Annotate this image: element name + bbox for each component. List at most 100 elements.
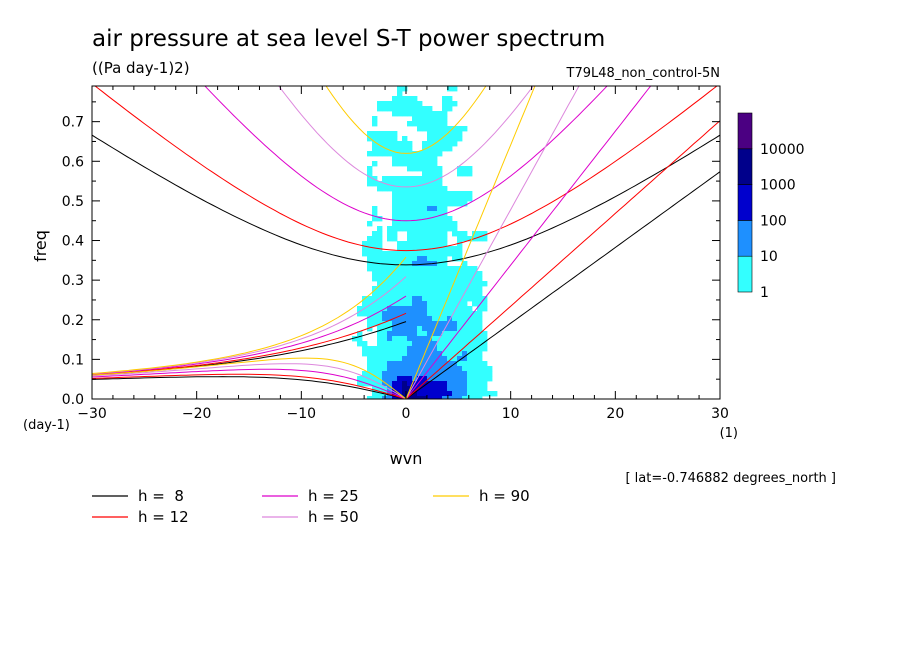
power-cell (377, 106, 383, 112)
power-cell (447, 131, 453, 137)
power-cell (402, 376, 408, 382)
power-cell (477, 391, 483, 397)
power-cell (452, 296, 458, 302)
power-cell (422, 266, 428, 272)
power-cell (457, 276, 463, 282)
power-cell (467, 306, 473, 312)
power-cell (477, 321, 483, 327)
power-cell (442, 126, 448, 132)
power-cell (482, 306, 488, 312)
power-cell (392, 216, 398, 222)
power-cell (427, 251, 433, 257)
power-cell (442, 371, 448, 377)
power-cell (467, 376, 473, 382)
power-cell (447, 266, 453, 272)
power-cell (437, 301, 443, 307)
power-cell (432, 161, 438, 167)
curve-mrg (92, 312, 407, 376)
power-cell (387, 326, 393, 332)
power-cell (402, 146, 408, 152)
power-cell (477, 356, 483, 362)
power-cell (422, 326, 428, 332)
power-cell (407, 281, 413, 287)
power-cell (462, 271, 468, 277)
power-cell (447, 191, 453, 197)
power-cell (447, 326, 453, 332)
power-cell (422, 341, 428, 347)
power-cell (407, 376, 413, 382)
power-cell (387, 331, 393, 337)
power-cell (437, 256, 443, 262)
power-cell (427, 156, 433, 162)
plot-area (91, 85, 721, 400)
power-cell (452, 371, 458, 377)
power-cell (367, 256, 373, 262)
power-cell (462, 261, 468, 267)
power-cell (427, 136, 433, 142)
power-cell (457, 311, 463, 317)
colorbar-label: 10000 (760, 142, 805, 158)
power-cell (372, 246, 378, 252)
power-cell (417, 116, 423, 122)
power-cell (432, 131, 438, 137)
power-cell (437, 346, 443, 352)
power-cell (482, 301, 488, 307)
power-cell (442, 311, 448, 317)
power-cell (422, 106, 428, 112)
power-cell (407, 321, 413, 327)
power-cell (437, 196, 443, 202)
power-cell (457, 236, 463, 242)
power-cell (372, 131, 378, 137)
power-cell (402, 261, 408, 267)
power-cell (472, 276, 478, 282)
power-cell (482, 376, 488, 382)
power-cell (442, 191, 448, 197)
power-cell (367, 236, 373, 242)
power-cell (367, 361, 373, 367)
power-cell (397, 326, 403, 332)
power-cell (407, 186, 413, 192)
power-cell (452, 286, 458, 292)
power-cell (392, 196, 398, 202)
power-cell (392, 376, 398, 382)
power-cell (442, 236, 448, 242)
power-cell (377, 181, 383, 187)
power-cell (447, 336, 453, 342)
power-cell (362, 251, 368, 257)
power-cell (397, 291, 403, 297)
power-cell (477, 231, 483, 237)
power-cell (407, 121, 413, 127)
power-cell (457, 201, 463, 207)
power-cell (432, 216, 438, 222)
power-cell (357, 306, 363, 312)
power-cell (372, 366, 378, 372)
power-cell (407, 161, 413, 167)
power-cell (372, 361, 378, 367)
power-cell (452, 386, 458, 392)
power-cell (432, 186, 438, 192)
power-cell (437, 151, 443, 157)
power-cell (437, 281, 443, 287)
colorbar-label: 10 (760, 249, 778, 265)
power-cell (442, 106, 448, 112)
power-cell (462, 276, 468, 282)
power-cell (397, 276, 403, 282)
power-cell (467, 311, 473, 317)
power-cell (397, 101, 403, 107)
power-cell (392, 351, 398, 357)
power-cell (427, 321, 433, 327)
power-cell (397, 336, 403, 342)
power-cell (367, 346, 373, 352)
power-cell (432, 181, 438, 187)
power-cell (442, 376, 448, 382)
power-cell (382, 276, 388, 282)
power-cell (437, 186, 443, 192)
power-cell (382, 381, 388, 387)
legend: h = 8 h = 12 h = 25 h = 50 h = 90 (92, 487, 530, 526)
power-cell (412, 111, 418, 117)
power-cell (442, 251, 448, 257)
power-cell (422, 181, 428, 187)
power-cell (367, 326, 373, 332)
power-cell (397, 331, 403, 337)
power-cell (452, 266, 458, 272)
